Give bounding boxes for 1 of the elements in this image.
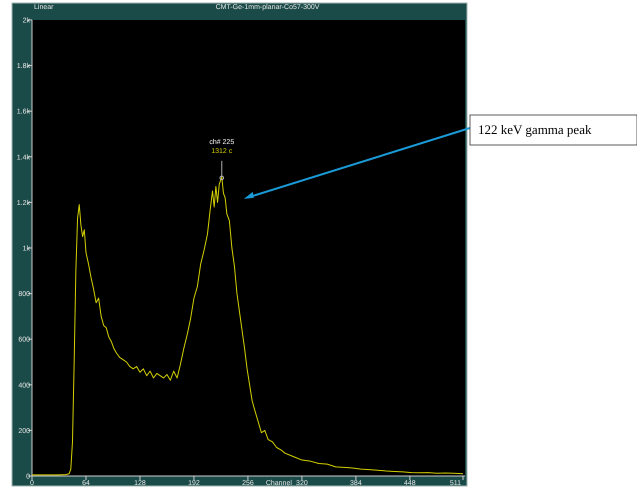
text: 122 keV gamma peak: [478, 122, 592, 137]
